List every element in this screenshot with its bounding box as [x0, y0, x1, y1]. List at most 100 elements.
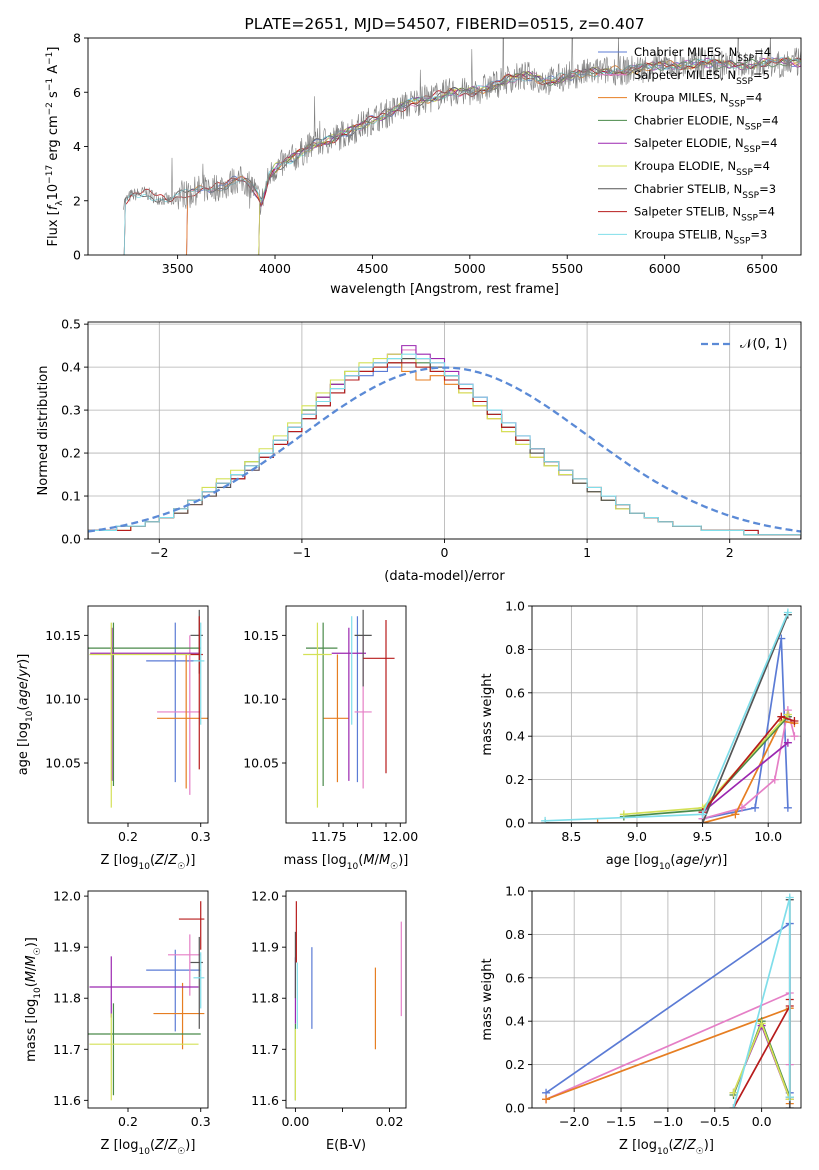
- y-tick-label: 0.2: [505, 1057, 525, 1072]
- axes-frame: [87, 890, 209, 1109]
- axes-mass-vs-ebv: 0.00 0.02 11.6 11.7 11.8 11.9 12.0 E(B-V): [251, 889, 407, 1153]
- weight-marker: [785, 893, 794, 902]
- weight-marker: [751, 803, 760, 812]
- plot-area: [123, 38, 801, 255]
- x-axis-label: (data-model)/error: [384, 569, 505, 584]
- weight-line: [702, 742, 789, 813]
- x-tick-label: 9.0: [627, 829, 647, 844]
- y-tick-label: 0.0: [505, 816, 525, 831]
- axes-frame: [531, 605, 802, 824]
- x-tick-label: −2.0: [559, 1114, 589, 1129]
- y-tick-label: 10.10: [45, 692, 81, 707]
- legend-entry: 𝒩(0, 1): [740, 337, 787, 352]
- weight-marker: [783, 608, 792, 617]
- y-tick-label: 10.05: [45, 756, 81, 771]
- plot-area: [294, 901, 402, 1101]
- x-tick-label: 0.3: [191, 1114, 211, 1129]
- weight-line: [623, 713, 789, 816]
- y-axis-label: mass weight: [480, 958, 495, 1040]
- weight-marker: [777, 712, 786, 721]
- x-tick-label: 0.00: [281, 1114, 309, 1129]
- axes-residuals: −2 −1 0 1 2 0.0 0.1 0.2 0.3 0.4 0.5 𝒩(0, 1) (data-mo…: [36, 317, 802, 584]
- axes-age-vs-Z: 0.2 0.3 10.05 10.10 10.15 Z [log10(Z/Z☉)] age …: [16, 605, 211, 872]
- y-tick-label: 12.0: [53, 889, 81, 904]
- weight-marker: [783, 803, 792, 812]
- x-tick-label: 6500: [746, 261, 778, 276]
- weight-marker: [785, 1093, 794, 1102]
- y-tick-label: 11.7: [251, 1042, 279, 1057]
- plot-area: [88, 345, 801, 539]
- weight-marker: [593, 819, 602, 823]
- y-tick-label: 11.8: [251, 991, 279, 1006]
- y-tick-label: 0.3: [61, 403, 81, 418]
- y-tick-label: 11.8: [53, 991, 81, 1006]
- legend: 𝒩(0, 1): [701, 337, 787, 352]
- x-tick-label: 4500: [357, 261, 389, 276]
- axes-age-vs-mass: 11.75 12.00 10.05 10.10 10.15 mass [log10(M/M…: [243, 605, 418, 872]
- x-tick-label: 6000: [649, 261, 681, 276]
- weight-marker: [541, 816, 550, 823]
- y-tick-label: 4: [73, 139, 81, 154]
- x-tick-label: −1: [293, 545, 311, 560]
- x-tick-label: 1: [583, 545, 591, 560]
- legend-entry: Kroupa STELIB, NSSP=3: [634, 227, 767, 246]
- y-tick-label: 1.0: [505, 884, 525, 899]
- y-tick-label: 8: [73, 31, 81, 46]
- x-axis-label: wavelength [Angstrom, rest frame]: [330, 282, 559, 297]
- gaussian-reference-curve: [88, 366, 801, 533]
- weight-line: [545, 614, 789, 823]
- x-axis-label: E(B-V): [326, 1138, 366, 1153]
- model-spectrum-line: [257, 58, 801, 255]
- model-spectrum-line: [257, 57, 801, 255]
- weight-marker: [783, 710, 792, 719]
- y-tick-label: 1.0: [505, 599, 525, 614]
- x-tick-label: 12.00: [382, 829, 418, 844]
- y-tick-label: 10.15: [243, 628, 279, 643]
- legend-entry: Chabrier STELIB, NSSP=3: [634, 182, 776, 201]
- y-axis-label: age [log10(age/yr)]: [16, 654, 35, 776]
- y-tick-label: 10.15: [45, 628, 81, 643]
- legend-entry: Kroupa ELODIE, NSSP=4: [634, 159, 770, 178]
- x-tick-label: −2: [150, 545, 168, 560]
- x-tick-label: 0: [441, 545, 449, 560]
- weight-marker: [731, 810, 740, 819]
- y-tick-label: 0.6: [505, 685, 525, 700]
- weight-marker: [698, 810, 707, 819]
- y-tick-label: 0.2: [61, 446, 81, 461]
- y-tick-label: 0.4: [505, 729, 525, 744]
- y-tick-label: 0.1: [61, 489, 81, 504]
- weight-marker: [790, 717, 799, 726]
- weight-line: [701, 715, 795, 813]
- weight-marker: [542, 1095, 551, 1104]
- y-axis-label: mass [log10(M/M☉)]: [24, 937, 43, 1062]
- x-axis-label: Z [log10(Z/Z☉)]: [101, 853, 196, 872]
- plot-area: [541, 608, 799, 823]
- weight-marker: [729, 1104, 738, 1108]
- weight-marker: [729, 1088, 738, 1097]
- weight-marker: [783, 738, 792, 747]
- x-axis-label: Z [log10(Z/Z☉)]: [101, 1138, 196, 1157]
- legend-entry: Salpeter MILES, NSSP=5: [634, 68, 770, 87]
- plot-area: [542, 893, 794, 1108]
- axes-spectrum: 3500 4000 4500 5000 5500 6000 6500 0 2 4 6 8 PLATE=2…: [45, 15, 802, 297]
- y-tick-label: 0.4: [61, 360, 81, 375]
- histogram-step: [88, 353, 801, 539]
- legend-entry: Chabrier ELODIE, NSSP=4: [634, 113, 779, 132]
- weight-line: [545, 612, 789, 822]
- weight-marker: [770, 775, 779, 784]
- y-tick-label: 11.6: [251, 1093, 279, 1108]
- x-tick-label: 3500: [162, 261, 194, 276]
- y-axis-label: mass weight: [480, 673, 495, 755]
- y-tick-label: 11.7: [53, 1042, 81, 1057]
- axes-frame: [285, 605, 407, 824]
- weight-line: [623, 716, 789, 818]
- y-axis-label: Flux [fλ10−17 erg cm−2 s−1 A−1]: [45, 47, 65, 247]
- model-spectrum-line: [257, 57, 801, 255]
- x-tick-label: −1.5: [606, 1114, 636, 1129]
- legend-entry: Salpeter ELODIE, NSSP=4: [634, 136, 777, 155]
- y-tick-label: 2: [73, 193, 81, 208]
- y-tick-label: 0.8: [505, 927, 525, 942]
- x-axis-label: mass [log10(M/M☉)]: [284, 853, 409, 872]
- y-tick-label: 0.4: [505, 1014, 525, 1029]
- legend-entry: Salpeter STELIB, NSSP=4: [634, 205, 775, 224]
